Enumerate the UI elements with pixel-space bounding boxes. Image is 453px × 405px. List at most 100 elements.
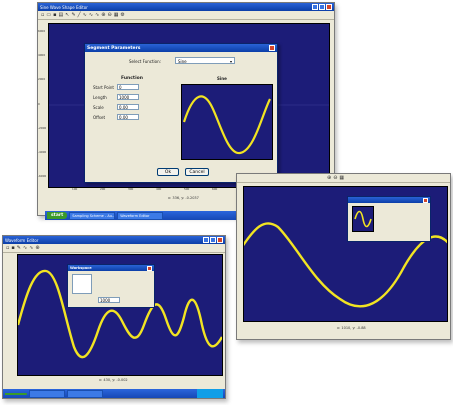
grid-icon[interactable]: ▦ [113, 11, 119, 18]
save-icon[interactable]: ▪ [11, 244, 15, 251]
line-tool-icon[interactable]: ╱ [77, 11, 81, 18]
scale-input[interactable]: 0.00 [117, 104, 139, 110]
wave-tool-2-icon[interactable]: ∿ [88, 11, 94, 18]
secondary-window-left: Waveform Editor ▫ ▪ ✎ ∿ ∿ ⊕ x: 430, y: -… [2, 235, 226, 399]
close-button[interactable] [217, 237, 223, 243]
maximize-button[interactable] [210, 237, 216, 243]
dialog-titlebar[interactable]: Segment Parameters [85, 44, 277, 52]
wave-tool-3-icon[interactable]: ∿ [95, 11, 100, 18]
zoom-out-icon[interactable]: ⊖ [107, 11, 112, 18]
dialog-title: Segment Parameters [87, 45, 141, 51]
cursor-tool-icon[interactable]: ↖ [65, 11, 70, 18]
main-window-titlebar[interactable]: Sine Wave Shape Editor [38, 3, 334, 11]
ok-button[interactable]: Ok [157, 168, 179, 176]
y-tick: 0 [38, 102, 40, 106]
cancel-button[interactable]: Cancel [185, 168, 209, 176]
print-icon[interactable]: ▤ [58, 11, 64, 18]
y-tick: 6000 [38, 29, 46, 33]
right-mini-dialog-titlebar[interactable] [348, 197, 430, 203]
minimize-button[interactable] [203, 237, 209, 243]
select-function-label: Select Function: [129, 59, 161, 64]
y-tick: -6000 [38, 174, 47, 178]
x-tick: 600 [212, 187, 218, 191]
preview-plot-svg [182, 95, 271, 155]
pencil-tool-icon[interactable]: ✎ [16, 244, 21, 251]
grid-icon[interactable]: ▦ [339, 174, 345, 181]
length-input[interactable]: 1000 [117, 94, 139, 100]
wave-tool-2-icon[interactable]: ∿ [29, 244, 34, 251]
workspace-dialog-close-button[interactable] [147, 265, 152, 271]
workspace-mini-dialog: Workspace 1000 [67, 264, 155, 308]
start-point-input[interactable]: 0 [117, 84, 139, 90]
zoom-in-icon[interactable]: ⊕ [327, 174, 332, 181]
start-button[interactable]: start [47, 212, 68, 219]
wave-tool-icon[interactable]: ∿ [82, 11, 87, 18]
preview-title: Sine [217, 76, 227, 81]
mini-dialog-close-button[interactable] [423, 197, 428, 203]
offset-input[interactable]: 0.00 [117, 114, 139, 120]
main-window: Sine Wave Shape Editor ▫ ▭ ▪ ▤ ↖ ✎ ╱ ∿ ∿… [37, 2, 335, 216]
preview-sine-curve [182, 95, 271, 155]
function-select[interactable]: Sine ▾ [175, 57, 235, 64]
field-label-offset: Offset [93, 115, 106, 120]
field-label-start-point: Start Point [93, 85, 114, 90]
x-tick: 400 [156, 187, 162, 191]
y-tick: 2000 [38, 77, 46, 81]
right-mini-plot-svg [354, 210, 372, 228]
zoom-in-icon[interactable]: ⊕ [35, 244, 40, 251]
right-status-text: x: 1010, y: -0.88 [337, 326, 366, 330]
left-window-title: Waveform Editor [5, 237, 39, 243]
system-tray [197, 389, 223, 398]
start-button[interactable] [5, 392, 27, 395]
workspace-inner-panel [72, 274, 92, 294]
zoom-in-icon[interactable]: ⊕ [101, 11, 106, 18]
zoom-out-icon[interactable]: ⊖ [333, 174, 338, 181]
x-tick: 500 [184, 187, 190, 191]
x-tick: 100 [72, 187, 78, 191]
right-mini-plot [352, 206, 374, 232]
wave-tool-icon[interactable]: ∿ [22, 244, 28, 251]
settings-icon[interactable]: ⚙ [120, 11, 125, 18]
function-section-title: Function [121, 76, 143, 81]
left-toolbar: ▫ ▪ ✎ ∿ ∿ ⊕ [3, 244, 225, 253]
right-waveform-curve [241, 222, 450, 308]
right-plot-svg [241, 222, 450, 308]
close-button[interactable] [326, 4, 332, 10]
secondary-window-right: ⊕ ⊖ ▦ x: 1010, y: -0.88 [236, 173, 451, 340]
x-tick: 200 [100, 187, 106, 191]
taskbar-item[interactable] [67, 389, 103, 398]
chevron-down-icon: ▾ [229, 59, 232, 64]
open-folder-icon[interactable]: ▭ [46, 11, 52, 18]
right-mini-dialog [347, 196, 431, 242]
left-window-controls [203, 237, 223, 243]
left-status-text: x: 430, y: -0.002 [99, 378, 128, 382]
y-tick: -2000 [38, 126, 47, 130]
new-file-icon[interactable]: ▫ [6, 244, 10, 251]
workspace-dialog-titlebar[interactable]: Workspace [68, 265, 154, 271]
taskbar-item[interactable]: Sampling Scheme - Au... [69, 211, 116, 220]
preview-plot [181, 84, 273, 160]
save-icon[interactable]: ▪ [53, 11, 57, 18]
left-window-titlebar[interactable]: Waveform Editor [3, 236, 225, 244]
main-y-axis-ticks: 6000 4000 2000 0 -2000 -4000 -6000 [38, 23, 48, 186]
left-taskbar [3, 389, 225, 398]
pencil-tool-icon[interactable]: ✎ [71, 11, 76, 18]
mini-sine-curve [354, 210, 372, 228]
main-window-title: Sine Wave Shape Editor [40, 4, 88, 10]
main-status-text: x: 336, y: -0.2037 [168, 196, 199, 200]
left-plot-area[interactable] [16, 254, 224, 376]
new-file-icon[interactable]: ▫ [41, 11, 45, 18]
workspace-value-input[interactable]: 1000 [98, 297, 120, 303]
right-toolbar: ⊕ ⊖ ▦ [237, 174, 450, 183]
workspace-dialog-title: Workspace [70, 266, 92, 270]
main-toolbar: ▫ ▭ ▪ ▤ ↖ ✎ ╱ ∿ ∿ ∿ ⊕ ⊖ ▦ ⚙ [38, 11, 334, 20]
minimize-button[interactable] [312, 4, 318, 10]
taskbar-item[interactable] [29, 389, 65, 398]
field-label-scale: Scale [93, 105, 104, 110]
maximize-button[interactable] [319, 4, 325, 10]
y-tick: 4000 [38, 53, 46, 57]
function-select-value: Sine [178, 59, 187, 64]
taskbar-item[interactable]: Waveform Editor [117, 211, 164, 220]
dialog-close-button[interactable] [269, 45, 275, 51]
left-plot-svg [16, 269, 224, 359]
